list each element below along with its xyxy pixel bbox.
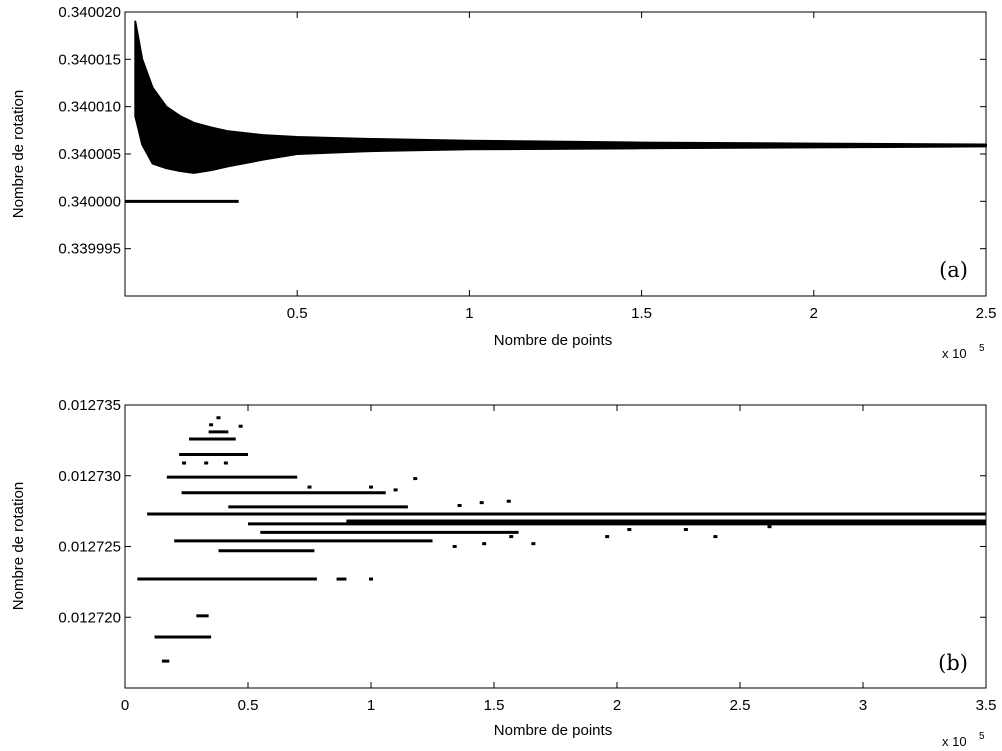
panel-b-point (482, 542, 487, 546)
panel-b-point (393, 488, 398, 492)
panel-b-x-multiplier: x 10 5 (942, 731, 985, 749)
panel-b-point (369, 577, 373, 581)
panel-b-point (223, 461, 228, 465)
panel-b-x-axis-label: Nombre de points (494, 722, 612, 739)
panel-b-point (238, 424, 243, 428)
panel-b-point (509, 535, 514, 539)
panel-b-point (531, 542, 536, 546)
panel-b-label: (b) (938, 651, 968, 675)
panel-a-y-tick-label: 0.339995 (58, 241, 121, 258)
panel-b-point (767, 525, 772, 529)
panel-b-point (307, 485, 312, 489)
panel-a-data (125, 20, 987, 203)
panel-b-data (137, 416, 986, 663)
panel-b-y-tick-label: 0.012735 (58, 397, 121, 414)
svg-text:5: 5 (979, 731, 985, 742)
panel-b-y-tick-label: 0.012720 (58, 609, 121, 626)
svg-text:x 10: x 10 (942, 346, 967, 361)
panel-b-point (713, 535, 718, 539)
panel-b-point (182, 461, 187, 465)
panel-b-point (479, 501, 484, 505)
panel-b-point (605, 535, 610, 539)
panel-b-point (683, 528, 688, 532)
svg-text:x 10: x 10 (942, 734, 967, 749)
panel-a-y-tick-label: 0.340005 (58, 146, 121, 163)
panel-b-point (216, 416, 221, 420)
panel-a-y-tick-label: 0.340020 (58, 4, 121, 21)
panel-a-x-multiplier: x 10 5 (942, 343, 985, 361)
panel-b-y-tick-label: 0.012725 (58, 539, 121, 556)
panel-a-y-tick-label: 0.340010 (58, 99, 121, 116)
panel-b-x-tick-label: 0 (121, 697, 129, 714)
panel-b-y-tick-label: 0.012730 (58, 468, 121, 485)
panel-b-point (506, 499, 511, 503)
panel-b-axes: 0 0.5 1 1.5 2 2.5 3 3.5 0.012720 0.012725 0.012730… (58, 397, 996, 714)
panel-b-point (452, 545, 457, 548)
panel-b-x-tick-label: 0.5 (238, 697, 259, 714)
svg-text:5: 5 (979, 343, 985, 354)
panel-a: 0.5 1 1.5 2 2.5 0.339995 0.340000 0.340005 0.340… (10, 4, 996, 361)
panel-a-x-axis-label: Nombre de points (494, 332, 612, 349)
panel-a-x-tick-label: 0.5 (287, 305, 308, 322)
panel-b-x-tick-label: 2.5 (730, 697, 751, 714)
panel-a-x-tick-label: 2 (810, 305, 818, 322)
panel-a-y-tick-label: 0.340000 (58, 193, 121, 210)
panel-b-x-tick-label: 3 (859, 697, 867, 714)
panel-b-point (369, 485, 373, 489)
panel-b-point (627, 528, 632, 532)
panel-b-point (457, 503, 462, 507)
panel-a-label: (a) (939, 258, 968, 282)
panel-b-x-tick-label: 1.5 (484, 697, 505, 714)
panel-b: 0 0.5 1 1.5 2 2.5 3 3.5 0.012720 0.012725 0.012730… (10, 397, 996, 749)
panel-a-y-axis-label: Nombre de rotation (10, 90, 27, 218)
panel-a-x-tick-label: 2.5 (976, 305, 997, 322)
panel-b-point (204, 461, 209, 465)
panel-a-x-tick-label: 1 (465, 305, 473, 322)
panel-a-axes: 0.5 1 1.5 2 2.5 0.339995 0.340000 0.340005 0.340… (58, 4, 996, 322)
panel-a-convergence-band (134, 20, 987, 174)
panel-b-x-tick-label: 2 (613, 697, 621, 714)
panel-b-x-tick-label: 1 (367, 697, 375, 714)
panel-a-x-tick-label: 1.5 (631, 305, 652, 322)
panel-a-y-tick-label: 0.340015 (58, 51, 121, 68)
panel-b-plot-frame (124, 404, 987, 689)
panel-b-point (413, 477, 418, 481)
panel-b-y-axis-label: Nombre de rotation (10, 482, 27, 610)
panel-b-point (209, 423, 214, 427)
panel-b-x-tick-label: 3.5 (976, 697, 997, 714)
